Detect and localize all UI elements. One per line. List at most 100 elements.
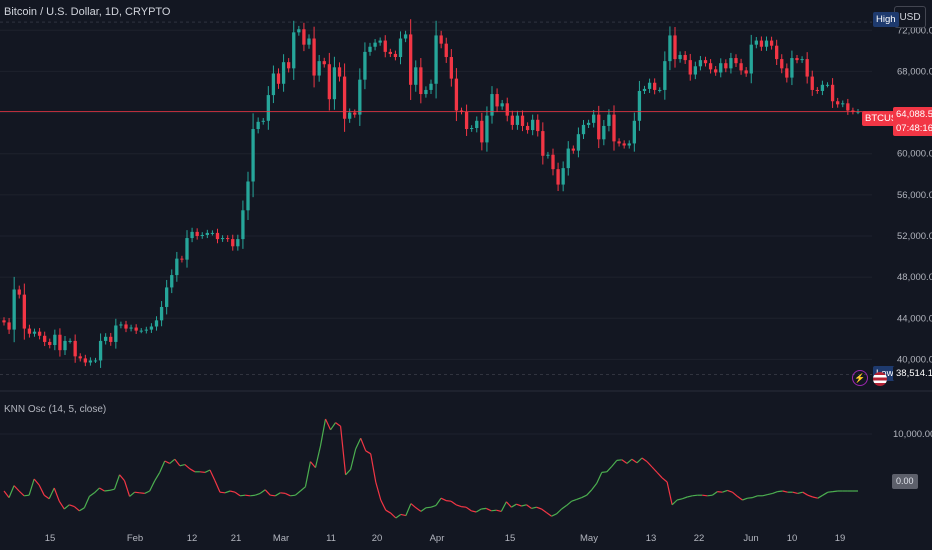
candle-body bbox=[185, 238, 189, 260]
candle-body bbox=[220, 238, 225, 240]
osc-segment bbox=[822, 491, 829, 496]
osc-segment bbox=[742, 497, 748, 501]
osc-segment bbox=[245, 494, 251, 497]
candle-body bbox=[2, 320, 6, 323]
candle-body bbox=[647, 82, 652, 89]
osc-segment bbox=[33, 478, 40, 486]
candle-body bbox=[342, 76, 347, 119]
candle-body bbox=[170, 275, 174, 288]
osc-segment bbox=[626, 458, 633, 464]
candle-body bbox=[653, 82, 657, 90]
candle-body bbox=[22, 294, 26, 329]
candle-body bbox=[261, 120, 265, 122]
osc-segment bbox=[304, 461, 312, 487]
candle-body bbox=[627, 143, 631, 146]
candle-body bbox=[475, 120, 479, 128]
candle-body bbox=[424, 89, 428, 95]
candle-body bbox=[531, 119, 535, 131]
osc-segment bbox=[330, 422, 337, 431]
high-label: High bbox=[873, 12, 899, 27]
currency-button[interactable]: USD bbox=[894, 6, 926, 28]
osc-segment bbox=[259, 489, 266, 494]
osc-y-tick-label: 10,000.00 bbox=[893, 429, 932, 440]
candle-body bbox=[7, 322, 11, 330]
osc-segment bbox=[38, 484, 45, 496]
osc-segment bbox=[671, 499, 678, 506]
candle-body bbox=[388, 51, 392, 54]
candle-body bbox=[114, 325, 118, 342]
osc-segment bbox=[204, 469, 211, 473]
y-tick-label: 40,000.00 bbox=[897, 354, 932, 365]
osc-segment bbox=[380, 499, 387, 511]
candle-body bbox=[846, 103, 850, 111]
candle-body bbox=[73, 340, 77, 357]
candle-body bbox=[215, 232, 220, 240]
osc-segment bbox=[149, 480, 156, 492]
osc-segment bbox=[410, 503, 417, 509]
candle-body bbox=[363, 51, 367, 80]
candle-body bbox=[775, 45, 779, 60]
osc-segment bbox=[747, 497, 753, 499]
candle-body bbox=[800, 59, 804, 61]
osc-segment bbox=[375, 481, 382, 501]
indicator-title[interactable]: KNN Osc (14, 5, close) bbox=[4, 404, 107, 415]
osc-segment bbox=[561, 504, 567, 510]
osc-segment bbox=[737, 495, 743, 501]
osc-segment bbox=[792, 491, 798, 494]
candle-body bbox=[485, 115, 489, 143]
oscillator-zero-badge: 0.00 bbox=[892, 474, 918, 489]
lightning-icon[interactable]: ⚡ bbox=[852, 370, 868, 386]
candle-body bbox=[88, 360, 93, 363]
candle-body bbox=[693, 66, 697, 75]
candle-body bbox=[688, 60, 692, 75]
candle-body bbox=[434, 35, 438, 84]
osc-segment bbox=[727, 489, 733, 493]
candle-body bbox=[231, 239, 235, 247]
osc-segment bbox=[576, 497, 582, 500]
candle-body bbox=[556, 169, 560, 185]
osc-segment bbox=[491, 509, 497, 512]
osc-segment bbox=[641, 457, 648, 463]
osc-segment bbox=[717, 491, 723, 493]
osc-segment bbox=[571, 498, 577, 502]
candle-body bbox=[632, 120, 636, 144]
candle-body bbox=[637, 90, 642, 121]
candle-body bbox=[500, 103, 504, 107]
osc-segment bbox=[43, 494, 50, 500]
candle-body bbox=[851, 110, 855, 112]
candle-body bbox=[546, 154, 550, 156]
osc-segment bbox=[621, 459, 628, 464]
osc-segment bbox=[481, 507, 487, 510]
candle-body bbox=[429, 83, 433, 90]
candle-body bbox=[93, 360, 98, 362]
candle-body bbox=[734, 58, 738, 64]
osc-segment bbox=[365, 450, 372, 455]
osc-segment bbox=[687, 495, 693, 498]
candle-body bbox=[32, 331, 37, 334]
candle-body bbox=[104, 336, 108, 341]
osc-segment bbox=[164, 460, 171, 464]
osc-segment bbox=[240, 494, 246, 497]
candle-body bbox=[180, 258, 184, 260]
osc-segment bbox=[274, 492, 281, 497]
osc-segment bbox=[807, 494, 813, 498]
candle-body bbox=[165, 287, 169, 307]
osc-segment bbox=[440, 497, 447, 502]
candle-body bbox=[642, 88, 647, 91]
osc-segment bbox=[169, 458, 176, 464]
us-flag-icon[interactable] bbox=[873, 372, 887, 386]
candle-body bbox=[571, 148, 575, 151]
chart-title: Bitcoin / U.S. Dollar, 1D, CRYPTO bbox=[4, 6, 171, 18]
candle-body bbox=[551, 154, 555, 170]
candle-body bbox=[698, 60, 703, 67]
osc-segment bbox=[28, 478, 35, 496]
y-tick-label: 44,000.00 bbox=[897, 313, 932, 324]
candle-body bbox=[403, 34, 408, 39]
osc-segment bbox=[455, 504, 462, 508]
candle-body bbox=[490, 94, 494, 116]
osc-segment bbox=[174, 458, 181, 467]
y-tick-label: 72,000.00 bbox=[897, 25, 932, 36]
oscillator-series bbox=[3, 418, 858, 519]
osc-segment bbox=[661, 477, 668, 483]
